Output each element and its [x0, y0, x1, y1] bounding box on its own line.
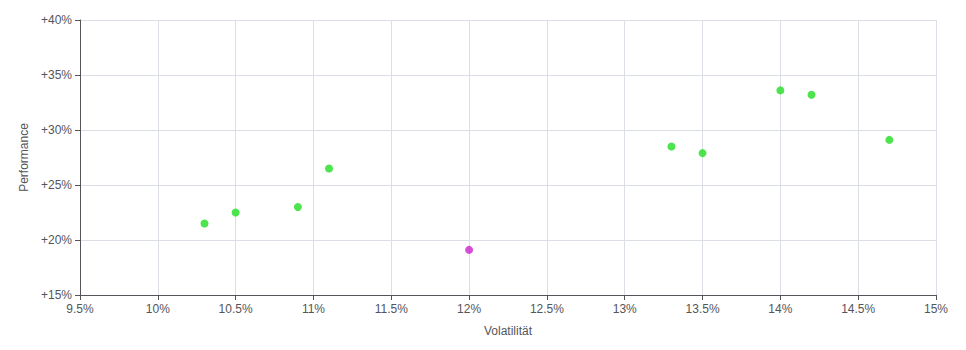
svg-text:14.5%: 14.5% — [841, 302, 875, 316]
svg-text:+30%: +30% — [41, 123, 72, 137]
svg-text:10%: 10% — [146, 302, 170, 316]
svg-text:12%: 12% — [457, 302, 481, 316]
svg-text:+25%: +25% — [41, 178, 72, 192]
svg-text:11%: 11% — [302, 302, 325, 316]
svg-text:+20%: +20% — [41, 233, 72, 247]
svg-text:11.5%: 11.5% — [375, 302, 408, 316]
svg-text:13%: 13% — [613, 302, 637, 316]
svg-text:Volatilität: Volatilität — [484, 324, 533, 338]
svg-text:+15%: +15% — [41, 288, 72, 302]
svg-text:14%: 14% — [768, 302, 792, 316]
svg-text:+40%: +40% — [41, 13, 72, 27]
svg-text:9.5%: 9.5% — [66, 302, 94, 316]
svg-text:Performance: Performance — [17, 123, 31, 192]
svg-text:10.5%: 10.5% — [219, 302, 253, 316]
svg-text:12.5%: 12.5% — [530, 302, 564, 316]
svg-text:13.5%: 13.5% — [686, 302, 720, 316]
svg-text:15%: 15% — [924, 302, 948, 316]
svg-text:+35%: +35% — [41, 68, 72, 82]
